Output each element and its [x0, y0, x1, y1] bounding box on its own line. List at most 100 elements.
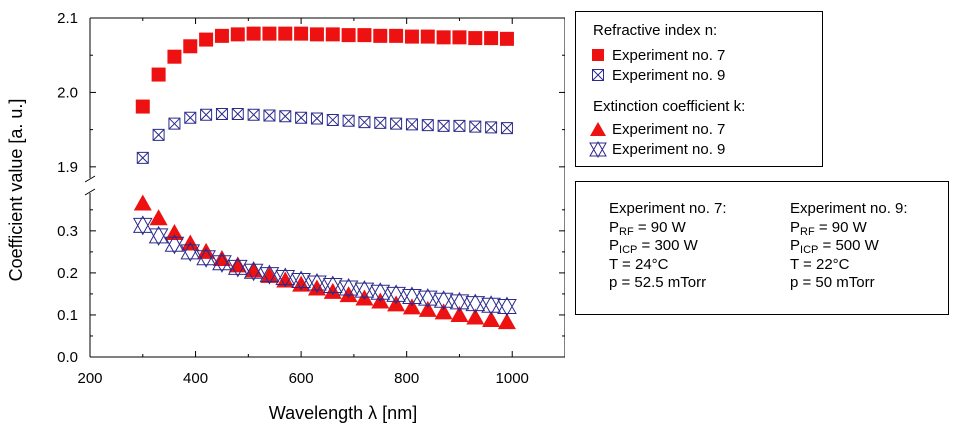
parameters-experiment-9: Experiment no. 9: PRF = 90 W PICP = 500 … [790, 200, 908, 293]
data-point-boxed-x [295, 111, 308, 124]
data-point-boxed-x [184, 111, 197, 124]
data-point-star [243, 261, 264, 282]
data-point-star [196, 247, 216, 268]
data-point-star [465, 293, 486, 314]
data-point-star [132, 215, 153, 236]
parameters-experiment-7: Experiment no. 7: PRF = 90 W PICP = 300 … [609, 200, 727, 293]
data-point-triangle [244, 261, 263, 278]
data-point-star [449, 291, 470, 312]
data-point-star [402, 286, 422, 307]
data-point-square [294, 26, 309, 41]
data-point-triangle [339, 286, 358, 303]
data-point-star [433, 290, 454, 311]
legend-label: Experiment no. 7 [612, 120, 726, 138]
data-point-triangle [482, 310, 501, 327]
data-point-square [389, 28, 404, 43]
series-1 [136, 108, 513, 164]
data-point-triangle [212, 250, 231, 267]
data-point-star [291, 270, 311, 291]
data-point-square [420, 29, 435, 44]
data-point-boxed-x [485, 121, 498, 134]
data-point-square [246, 26, 261, 41]
plot-frame [84, 17, 565, 358]
data-point-square [167, 49, 182, 64]
data-point-star [386, 284, 406, 305]
x-axis-title: Wavelength λ [nm] [269, 403, 417, 423]
param-title: Experiment no. 9: [790, 200, 908, 217]
data-point-boxed-x [358, 116, 371, 129]
data-point-triangle [307, 279, 326, 296]
legend-label: Experiment no. 7 [612, 46, 726, 64]
data-point-boxed-x [469, 120, 482, 133]
data-point-boxed-x [326, 113, 339, 126]
data-point-triangle [149, 209, 168, 226]
y-tick-label: 1.9 [57, 159, 78, 176]
data-point-square [309, 27, 324, 42]
scatter-chart: 200 400 600 800 1000 1.9 2.0 2.1 0.0 0.1 0.2 0.3 Wa… [6, 10, 565, 423]
data-point-star [307, 272, 327, 294]
param-temperature: T = 22°C [790, 255, 850, 273]
data-point-boxed-x [500, 122, 513, 135]
data-point-triangle [497, 313, 516, 330]
data-point-triangle [165, 223, 184, 240]
data-point-square [499, 31, 514, 46]
y-tick-label: 0.3 [57, 223, 78, 240]
param-icp-power: PICP = 300 W [609, 237, 698, 256]
axis-break-mark [84, 188, 96, 196]
legend-item-k-exp9: Experiment no. 9 [588, 140, 725, 158]
data-point-square [404, 29, 419, 44]
data-point-square [325, 27, 340, 42]
data-point-boxed-x [200, 108, 213, 121]
parameters-box: Experiment no. 7: PRF = 90 W PICP = 300 … [575, 181, 949, 315]
data-point-square [278, 26, 293, 41]
data-point-square [151, 67, 166, 82]
data-point-boxed-x [374, 116, 387, 129]
data-point-square [214, 28, 229, 43]
x-tick-label: 600 [289, 370, 314, 387]
param-pressure: p = 50 mTorr [790, 274, 875, 291]
data-point-square [135, 99, 150, 114]
param-title: Experiment no. 7: [609, 200, 727, 217]
data-point-boxed-x [342, 114, 355, 127]
boxed-x-marker-icon [592, 69, 604, 81]
data-point-boxed-x [390, 117, 403, 130]
data-point-square [436, 30, 451, 45]
red-triangle-marker-icon [590, 122, 606, 136]
data-point-star [481, 295, 501, 316]
data-point-square [262, 26, 277, 41]
legend: Refractive index n: Experiment no. 7 Exp… [575, 11, 823, 167]
y-tick-label: 0.2 [57, 265, 78, 282]
data-point-star [148, 225, 169, 246]
data-point-boxed-x [168, 117, 181, 130]
data-point-square [484, 31, 499, 46]
star-marker-icon [589, 140, 607, 158]
legend-heading-refractive-index: Refractive index n: [593, 22, 718, 39]
data-point-square [341, 28, 356, 43]
tick-labels: 200 400 600 800 1000 1.9 2.0 2.1 0.0 0.1 0.2 0.3 [57, 10, 529, 387]
data-point-boxed-x [279, 110, 292, 123]
data-point-boxed-x [215, 108, 228, 120]
axis-ticks [89, 17, 565, 358]
data-point-star [227, 257, 248, 278]
x-tick-label: 400 [183, 370, 208, 387]
param-temperature: T = 24°C [609, 255, 669, 273]
y-tick-label: 0.1 [57, 307, 78, 324]
data-point-boxed-x [263, 109, 276, 122]
series-3 [132, 215, 517, 317]
data-point-triangle [133, 194, 152, 211]
legend-item-k-exp7: Experiment no. 7 [588, 120, 725, 138]
x-tick-label: 1000 [496, 370, 529, 387]
data-point-triangle [434, 303, 453, 320]
y-tick-label: 2.0 [57, 84, 78, 101]
data-point-star [212, 252, 232, 273]
data-point-triangle [418, 300, 437, 317]
data-point-boxed-x [453, 119, 466, 132]
data-point-star [180, 241, 201, 262]
data-point-star [497, 296, 517, 317]
data-point-square [230, 27, 245, 42]
data-point-triangle [323, 282, 342, 299]
legend-label: Experiment no. 9 [612, 140, 726, 158]
data-point-star [338, 278, 359, 299]
legend-label: Experiment no. 9 [612, 66, 726, 84]
data-point-square [468, 31, 483, 46]
